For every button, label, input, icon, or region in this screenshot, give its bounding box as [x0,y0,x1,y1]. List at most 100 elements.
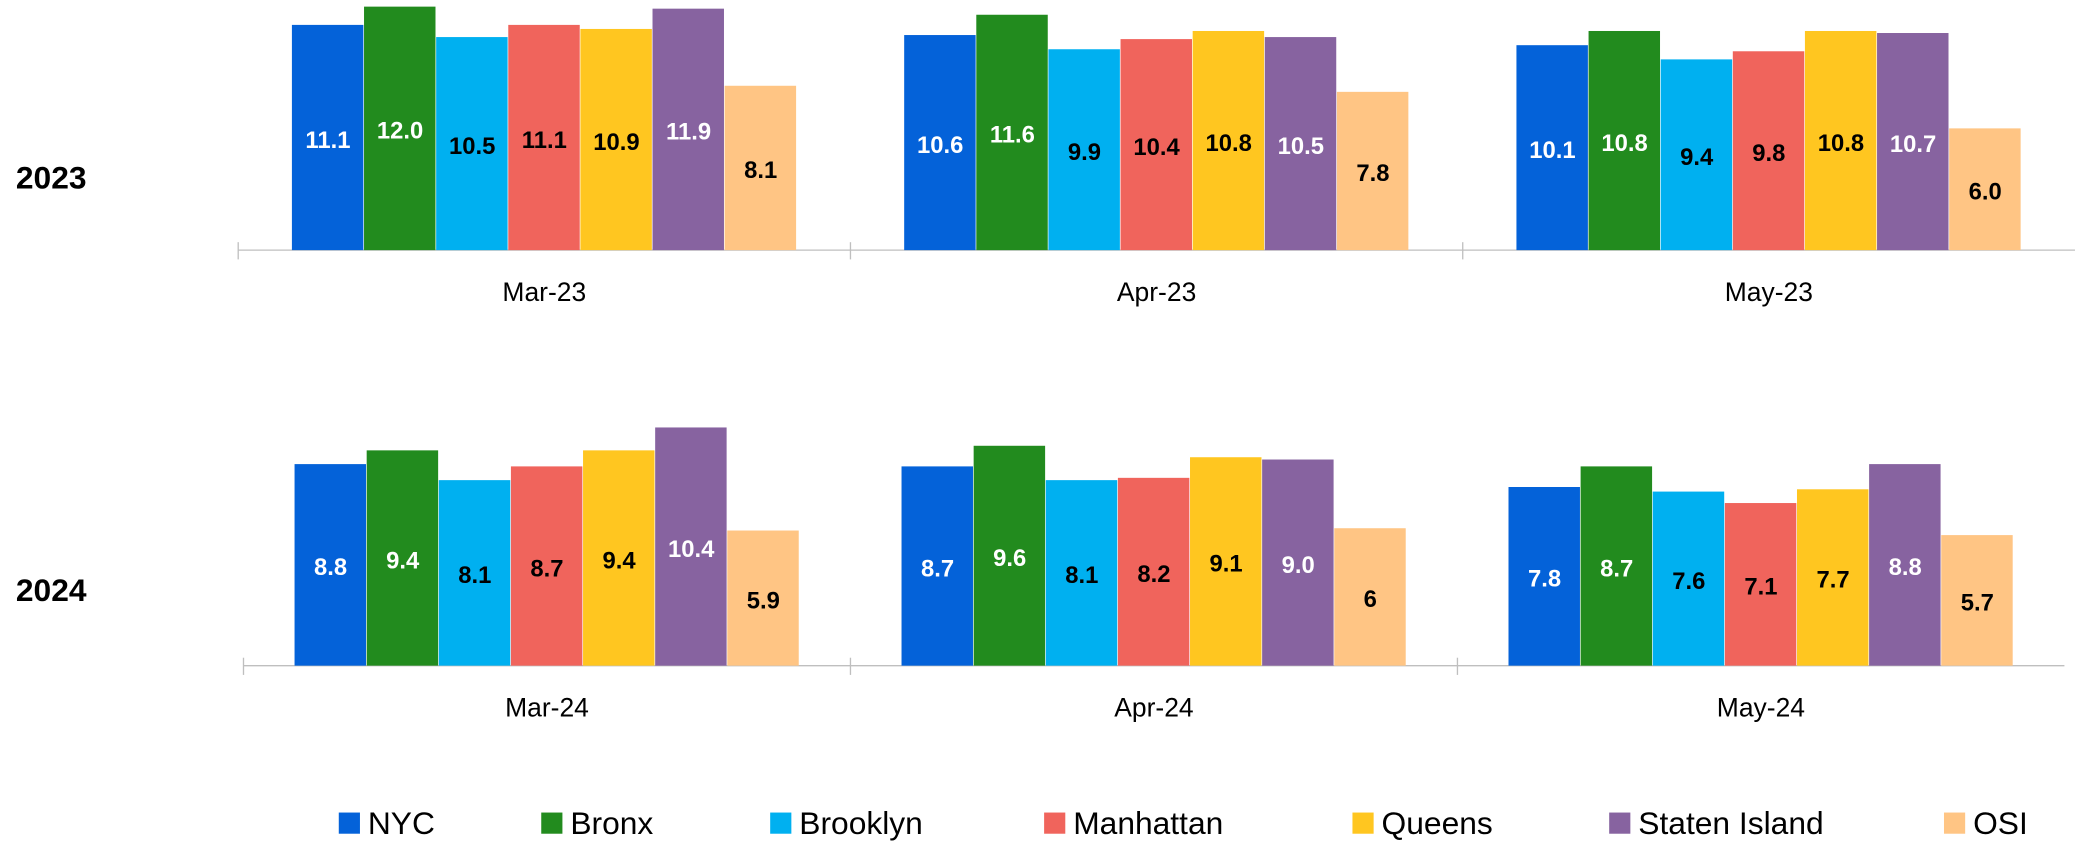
bar [510,466,583,666]
data-label: 10.1 [1529,137,1575,164]
data-label: 10.8 [1601,130,1647,157]
bar [1796,489,1869,666]
bar [438,480,511,666]
data-label: 5.9 [747,587,780,614]
bar [1190,457,1262,666]
data-label: 11.1 [522,127,567,154]
data-label: 10.9 [593,129,639,156]
data-label: 9.0 [1282,552,1315,579]
bar [1117,477,1190,666]
bar [436,37,508,251]
x-tick-label: May-24 [1717,692,1805,722]
bar [294,464,367,666]
data-label: 7.8 [1356,160,1389,187]
legend-label: Bronx [570,805,653,841]
data-label: 9.4 [386,547,420,574]
bar [655,427,727,666]
data-label: 8.2 [1137,561,1170,588]
data-label: 7.6 [1672,568,1705,595]
bar [1660,59,1733,251]
bar [724,85,797,251]
bar [1120,39,1193,251]
bar [1724,503,1797,666]
bar [1869,464,1941,666]
data-label: 9.4 [1680,144,1714,171]
data-label: 5.7 [1961,590,1994,617]
legend-swatch [1352,812,1374,834]
x-tick-label: Apr-24 [1114,692,1193,722]
bar [583,450,655,666]
legend-label: OSI [1973,805,2028,841]
data-label: 9.6 [993,545,1026,572]
data-label: 12.0 [377,118,423,145]
data-label: 8.7 [1600,555,1633,582]
bar [976,14,1048,251]
data-label: 9.8 [1752,140,1785,167]
data-label: 10.8 [1818,130,1864,157]
bar [1804,30,1877,251]
data-label: 7.7 [1816,567,1849,594]
data-label: 11.6 [990,122,1035,149]
data-label: 7.8 [1528,566,1561,593]
data-label: 10.5 [449,133,495,160]
legend-swatch [1609,812,1631,834]
bar [727,530,799,666]
legend-swatch [1943,812,1966,834]
bar [1652,491,1725,666]
data-label: 10.8 [1206,130,1252,157]
bar [580,28,652,251]
bar [1580,466,1653,666]
bar [1334,528,1406,666]
data-label: 11.9 [666,119,711,146]
legend-label: Manhattan [1073,805,1223,841]
data-label: 11.1 [305,127,350,154]
legend-label: Staten Island [1638,805,1823,841]
bar [1516,45,1588,251]
x-tick-label: May-23 [1725,277,1813,307]
data-label: 9.4 [603,547,637,574]
panel-title: 2023 [16,159,87,195]
bar [291,24,364,251]
data-label: 8.1 [744,157,777,184]
bar [1048,49,1120,251]
panel-title: 2024 [16,572,87,608]
data-label: 9.1 [1210,551,1243,578]
bar [1336,91,1409,251]
bar [1588,30,1661,251]
x-tick-label: Mar-24 [505,692,589,722]
data-label: 6 [1364,586,1377,613]
bar [1262,459,1334,666]
bar [1941,535,2013,666]
bar [904,35,976,251]
bar [1045,480,1118,666]
bar [1949,128,2021,251]
legend-swatch [770,812,792,834]
data-label: 7.1 [1744,574,1777,601]
x-tick-label: Apr-23 [1117,277,1196,307]
data-label: 10.5 [1278,133,1324,160]
data-label: 8.8 [1889,554,1922,581]
legend-swatch [541,812,563,834]
data-label: 10.4 [668,536,715,563]
bar [364,6,436,251]
legend-swatch [1044,812,1066,834]
bar [973,445,1046,666]
data-label: 8.7 [530,555,563,582]
x-tick-label: Mar-23 [502,277,586,307]
bar [652,8,724,251]
bar [1877,33,1949,251]
bar [1508,487,1580,666]
data-label: 10.6 [917,132,963,159]
legend-label: NYC [368,805,435,841]
data-label: 8.1 [458,562,491,589]
bar [1732,51,1805,251]
legend-label: Brooklyn [799,805,923,841]
data-label: 8.1 [1065,562,1098,589]
data-label: 8.7 [921,555,954,582]
bar [508,24,580,251]
bar [1192,30,1265,251]
data-label: 10.7 [1890,131,1936,158]
bar [1264,37,1337,251]
